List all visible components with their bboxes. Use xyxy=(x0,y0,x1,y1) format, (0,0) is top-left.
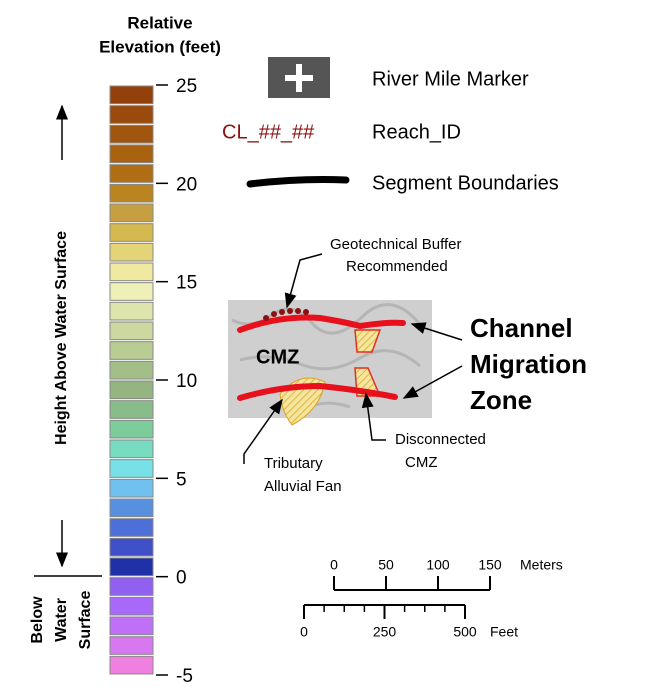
color-swatch xyxy=(110,302,153,320)
tick-label: 5 xyxy=(176,469,187,490)
below-label: Surface xyxy=(77,591,94,650)
color-ramp: 25 20 15 10 5 0 -5 xyxy=(110,76,197,687)
symbol-label: Segment Boundaries xyxy=(372,172,559,194)
scale-unit: Meters xyxy=(520,557,563,573)
below-label: Below xyxy=(29,596,46,644)
scale-label: 0 xyxy=(330,557,338,573)
tick-label: 0 xyxy=(176,568,187,589)
below-label: Water xyxy=(53,598,70,642)
cmz-title: Channel xyxy=(470,313,573,343)
tick-label: 15 xyxy=(176,273,197,294)
color-swatch xyxy=(110,361,153,379)
legend-page: Relative Elevation (feet) Height Above W… xyxy=(0,0,654,692)
color-swatch xyxy=(110,145,153,163)
color-swatch xyxy=(110,479,153,497)
annotation: Recommended xyxy=(346,258,448,275)
color-swatch xyxy=(110,617,153,635)
color-swatch xyxy=(110,401,153,419)
annotation: Alluvial Fan xyxy=(264,478,342,495)
cmz-title: Migration xyxy=(470,349,587,379)
tick-label: 10 xyxy=(176,371,197,392)
cmz-label: CMZ xyxy=(256,346,299,368)
color-swatch xyxy=(110,342,153,360)
color-swatch xyxy=(110,656,153,674)
scale-label: 100 xyxy=(426,557,450,573)
color-swatch xyxy=(110,243,153,261)
scale-label: 50 xyxy=(378,557,394,573)
color-swatch xyxy=(110,106,153,124)
color-swatch xyxy=(110,499,153,517)
color-swatch xyxy=(110,558,153,576)
color-swatch xyxy=(110,204,153,222)
color-swatch xyxy=(110,224,153,242)
annotation: CMZ xyxy=(405,454,438,471)
color-swatch xyxy=(110,578,153,596)
above-label: Height Above Water Surface xyxy=(53,231,70,445)
scale-label: 150 xyxy=(478,557,502,573)
scale-label: 500 xyxy=(453,624,477,640)
scale-label: 0 xyxy=(300,624,308,640)
scale-bar: 0 50 100 150 Meters 0 250 500 Feet xyxy=(300,557,563,640)
color-swatch xyxy=(110,283,153,301)
tick-label: 20 xyxy=(176,174,197,195)
legend-title: Relative xyxy=(127,13,192,32)
cmz-title: Zone xyxy=(470,385,532,415)
color-swatch xyxy=(110,420,153,438)
leader xyxy=(287,254,322,307)
symbol-label: Reach_ID xyxy=(372,121,461,143)
scale-label: 250 xyxy=(373,624,397,640)
tick-label: 25 xyxy=(176,76,197,97)
color-swatch xyxy=(110,381,153,399)
color-swatch xyxy=(110,263,153,281)
symbol-label: River Mile Marker xyxy=(372,68,529,90)
color-swatch xyxy=(110,125,153,143)
segment-line xyxy=(250,180,346,185)
scale-unit: Feet xyxy=(490,624,518,640)
color-swatch xyxy=(110,538,153,556)
color-swatch xyxy=(110,519,153,537)
annotation: Geotechnical Buffer xyxy=(330,236,461,253)
color-swatch xyxy=(110,86,153,104)
annotation: Disconnected xyxy=(395,431,486,448)
color-swatch xyxy=(110,637,153,655)
legend-title: Elevation (feet) xyxy=(99,37,221,56)
color-swatch xyxy=(110,460,153,478)
color-swatch xyxy=(110,184,153,202)
reach-sample: CL_##_## xyxy=(222,121,315,143)
color-swatch xyxy=(110,165,153,183)
color-swatch xyxy=(110,597,153,615)
color-swatch xyxy=(110,440,153,458)
annotation: Tributary xyxy=(264,455,323,472)
color-swatch xyxy=(110,322,153,340)
tick-label: -5 xyxy=(176,666,193,687)
